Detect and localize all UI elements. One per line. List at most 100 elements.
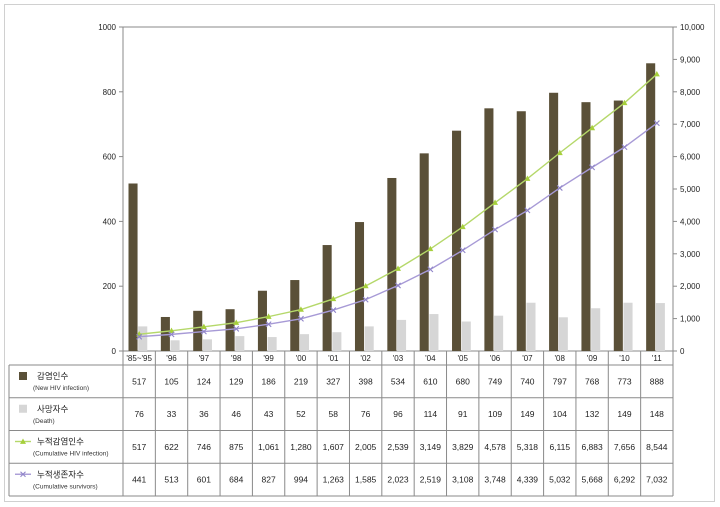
- point-cumulative-infection: [395, 265, 401, 271]
- lines-group: [136, 70, 660, 340]
- category-label: '85~'95: [126, 354, 152, 363]
- category-label: '04: [425, 354, 436, 363]
- bar-new-infection: [549, 92, 559, 351]
- table-cell-value: 46: [232, 409, 242, 419]
- table-cell-value: 5,032: [549, 475, 571, 485]
- table-cell-value: 219: [294, 376, 308, 386]
- point-cumulative-survivors: [233, 325, 240, 332]
- bar-new-infection: [581, 102, 591, 351]
- category-label: '96: [166, 354, 177, 363]
- left-axis-tick-label: 400: [103, 217, 117, 226]
- left-axis-tick-label: 600: [103, 153, 117, 162]
- bar-new-infection: [484, 108, 494, 351]
- table-cell-value: 36: [199, 409, 209, 419]
- line-cumulative-survivors: [139, 122, 658, 338]
- bar-death: [397, 319, 407, 351]
- bar-new-infection: [516, 111, 526, 352]
- left-axis-tick-label: 1000: [98, 23, 116, 32]
- line-cumulative-infection: [139, 73, 658, 335]
- bar-new-infection: [452, 130, 462, 351]
- table-cell-value: 1,263: [323, 475, 345, 485]
- right-axis-tick-label: 8,000: [680, 88, 701, 97]
- bar-death: [526, 302, 536, 351]
- table-cell-value: 994: [294, 475, 308, 485]
- category-label: '06: [490, 354, 501, 363]
- bar-death: [558, 317, 568, 351]
- table-cell-value: 888: [650, 376, 664, 386]
- bar-new-infection: [193, 310, 203, 351]
- table-cell-value: 5,668: [581, 475, 603, 485]
- point-cumulative-survivors: [297, 315, 304, 322]
- table-cell-value: 2,023: [387, 475, 409, 485]
- bars-group: [128, 63, 665, 352]
- bar-death: [267, 337, 277, 351]
- table-cell-value: 773: [617, 376, 631, 386]
- point-cumulative-infection: [362, 282, 369, 289]
- table-cell-value: 104: [553, 409, 567, 419]
- category-label: '08: [555, 354, 566, 363]
- legend-name: 누적생존자수: [37, 469, 84, 480]
- legend-key-new-infection: [19, 372, 27, 380]
- table-cell-value: 1,061: [258, 442, 280, 452]
- point-cumulative-infection: [621, 99, 628, 106]
- bar-new-infection: [354, 222, 365, 351]
- table-cell-value: 7,032: [646, 475, 668, 485]
- legend-marker-triangle: [20, 438, 26, 444]
- table-cell-value: 3,748: [484, 475, 506, 485]
- table-cell-value: 186: [261, 376, 275, 386]
- legend-subtitle: (Cumulative survivors): [33, 483, 98, 490]
- point-cumulative-infection: [524, 175, 531, 181]
- table-cell-value: 684: [229, 475, 243, 485]
- table-cell-value: 96: [393, 409, 403, 419]
- table-cell-value: 875: [229, 442, 243, 452]
- bar-death: [332, 332, 342, 351]
- table-cell-value: 6,883: [581, 442, 603, 452]
- bar-new-infection: [613, 100, 623, 351]
- table-cell-value: 1,280: [290, 442, 312, 452]
- point-cumulative-infection: [265, 313, 272, 319]
- data-table: '85~'95 '96 '97 '98 '99 '00 '01 '02 '03 '04 '05 '06…: [8, 351, 674, 497]
- bar-death: [655, 303, 665, 351]
- legend-name: 감염인수: [37, 371, 68, 382]
- legend-subtitle: (New HIV infection): [33, 385, 89, 392]
- table-cell-value: 2,005: [355, 442, 377, 452]
- legend-key-death: [19, 404, 27, 413]
- category-label: '00: [296, 354, 307, 363]
- point-cumulative-survivors: [427, 266, 434, 273]
- point-cumulative-infection: [556, 149, 563, 156]
- right-axis-tick-label: 0: [680, 347, 685, 356]
- category-label: '01: [328, 354, 339, 363]
- right-axis-tick-label: 3,000: [680, 250, 701, 259]
- category-label: '11: [652, 354, 662, 363]
- right-axis-tick-label: 6,000: [680, 153, 701, 162]
- table-cell-value: 91: [458, 409, 468, 419]
- point-cumulative-infection: [200, 323, 207, 330]
- legend-marker-x: [20, 471, 26, 478]
- bar-new-infection: [225, 309, 235, 351]
- table-cell-value: 6,292: [614, 475, 636, 485]
- point-cumulative-survivors: [492, 226, 499, 233]
- category-label: '07: [522, 354, 533, 363]
- table-cell-value: 1,607: [323, 442, 345, 452]
- table-cell-value: 3,829: [452, 442, 474, 452]
- table-cell-value: 129: [229, 376, 243, 386]
- table-cell-value: 149: [617, 409, 631, 419]
- category-label: '10: [619, 354, 630, 363]
- table-cell-value: 76: [361, 409, 371, 419]
- table-cell-value: 513: [164, 475, 178, 485]
- point-cumulative-infection: [233, 319, 240, 325]
- right-axis-tick-label: 1,000: [680, 315, 701, 324]
- bar-new-infection: [646, 63, 656, 352]
- table-cell-value: 827: [261, 475, 275, 485]
- table-cell-value: 7,656: [614, 442, 636, 452]
- table-cell-value: 3,108: [452, 475, 474, 485]
- table-cell-value: 76: [134, 409, 144, 419]
- hiv-combo-chart: 0 200 400 600 800 1000 0 1,000 2,000 3,000 4,000 5,…: [8, 23, 705, 497]
- table-cell-value: 4,578: [484, 442, 506, 452]
- bar-new-infection: [160, 316, 170, 351]
- table-cell-value: 517: [132, 376, 146, 386]
- legend-subtitle: (Cumulative HIV infection): [33, 451, 109, 458]
- table-cell-value: 740: [520, 376, 534, 386]
- chart-frame: 0 200 400 600 800 1000 0 1,000 2,000 3,000 4,000 5,…: [4, 4, 715, 502]
- table-cell-value: 2,539: [387, 442, 409, 452]
